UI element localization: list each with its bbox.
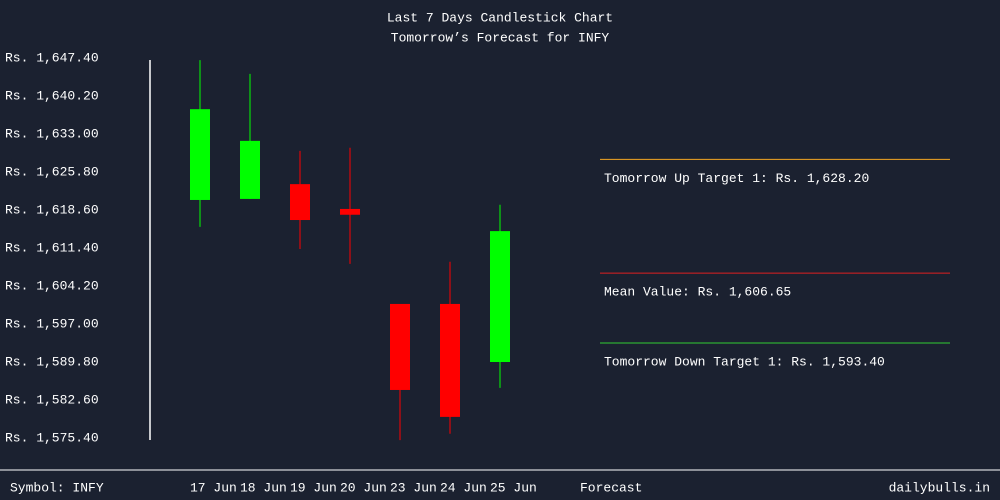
chart-subtitle: Tomorrow’s Forecast for INFY — [391, 30, 610, 45]
candle-body — [290, 184, 310, 221]
y-tick-label: Rs. 1,611.40 — [5, 240, 99, 255]
forecast-text: Tomorrow Up Target 1: Rs. 1,628.20 — [604, 171, 869, 186]
y-tick-label: Rs. 1,575.40 — [5, 430, 99, 445]
x-tick-label: 19 Jun — [290, 480, 337, 495]
symbol: Symbol: INFY — [10, 480, 104, 495]
chart-title: Last 7 Days Candlestick Chart — [387, 10, 613, 25]
y-tick-label: Rs. 1,597.00 — [5, 316, 99, 331]
x-tick-label: 24 Jun — [440, 480, 487, 495]
x-tick-label: 18 Jun — [240, 480, 287, 495]
candle-body — [440, 303, 460, 417]
candle-body — [340, 208, 360, 215]
x-tick-label: 17 Jun — [190, 480, 237, 495]
x-tick-label: 20 Jun — [340, 480, 387, 495]
forecast-text: Mean Value: Rs. 1,606.65 — [604, 285, 791, 300]
y-tick-label: Rs. 1,640.20 — [5, 88, 99, 103]
x-tick-label: 25 Jun — [490, 480, 537, 495]
candle-body — [490, 231, 510, 362]
y-tick-label: Rs. 1,589.80 — [5, 354, 99, 369]
x-tick-label: 23 Jun — [390, 480, 437, 495]
forecast-text: Tomorrow Down Target 1: Rs. 1,593.40 — [604, 354, 885, 369]
y-tick-label: Rs. 1,582.60 — [5, 392, 99, 407]
y-tick-label: Rs. 1,625.80 — [5, 164, 99, 179]
candle-body — [240, 140, 260, 199]
source: dailybulls.in — [889, 480, 990, 495]
candle-body — [190, 109, 210, 200]
y-tick-label: Rs. 1,633.00 — [5, 126, 99, 141]
forecast-label: Forecast — [580, 480, 642, 495]
y-tick-label: Rs. 1,604.20 — [5, 278, 99, 293]
y-tick-label: Rs. 1,647.40 — [5, 50, 99, 65]
candle-body — [390, 303, 410, 390]
y-tick-label: Rs. 1,618.60 — [5, 202, 99, 217]
